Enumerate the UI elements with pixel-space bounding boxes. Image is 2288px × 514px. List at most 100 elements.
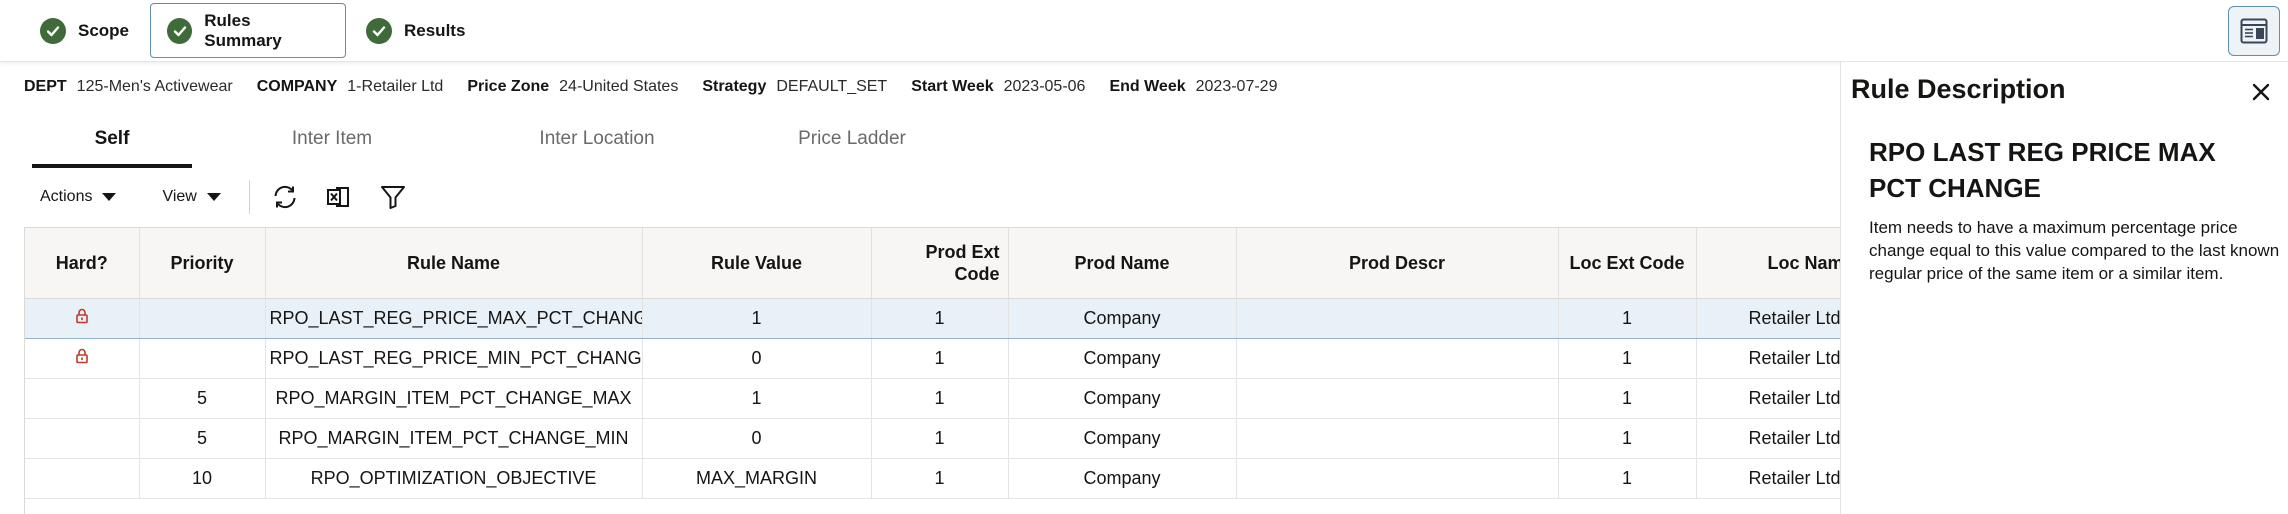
cell-hard <box>25 458 140 499</box>
column-header-priority[interactable]: Priority <box>139 228 266 299</box>
close-icon <box>2252 83 2270 101</box>
cell-prod-name: Company <box>1008 297 1237 339</box>
header-line: Prod Ext <box>925 241 1000 262</box>
strategy-value: DEFAULT_SET <box>776 78 888 95</box>
cell-rule-value: 0 <box>642 418 872 459</box>
cell-prod-descr <box>1236 378 1559 419</box>
cell-hard <box>25 378 140 419</box>
end-week-label: End Week <box>1109 78 1186 95</box>
train-step-scope[interactable]: Scope <box>24 3 145 58</box>
train-step-rules-summary[interactable]: Rules Summary <box>150 3 346 58</box>
cell-prod-descr <box>1236 338 1559 379</box>
cell-priority <box>139 338 266 379</box>
cell-loc-ext-code: 1 <box>1558 297 1697 339</box>
cell-hard <box>25 418 140 459</box>
cell-prod-ext-code: 1 <box>871 297 1009 339</box>
cell-prod-name: Company <box>1008 418 1237 459</box>
cell-hard <box>25 338 140 379</box>
cell-prod-ext-code: 1 <box>871 458 1009 499</box>
table-toolbar: Actions View <box>24 176 426 218</box>
cell-prod-name: Company <box>1008 458 1237 499</box>
table-row[interactable]: RPO_LAST_REG_PRICE_MIN_PCT_CHANGE 0 1 Co… <box>25 338 1840 379</box>
price-zone-label: Price Zone <box>467 78 550 95</box>
cell-priority <box>139 297 266 339</box>
tab-inter-location[interactable]: Inter Location <box>539 128 655 149</box>
export-excel-button[interactable] <box>318 176 360 218</box>
check-icon <box>366 17 392 44</box>
cell-rule-value: 1 <box>642 297 872 339</box>
price-zone-value: 24-United States <box>559 78 679 95</box>
table-row[interactable]: 5 RPO_MARGIN_ITEM_PCT_CHANGE_MAX 1 1 Com… <box>25 378 1840 419</box>
table-row[interactable]: 5 RPO_MARGIN_ITEM_PCT_CHANGE_MIN 0 1 Com… <box>25 418 1840 459</box>
check-icon <box>167 17 193 44</box>
process-train: Scope Rules Summary Results <box>0 0 2288 62</box>
view-label: View <box>162 188 197 205</box>
header-line: Code <box>954 263 1000 284</box>
panel-title: Rule Description <box>1851 74 2066 104</box>
refresh-button[interactable] <box>264 176 306 218</box>
strategy-label: Strategy <box>702 78 767 95</box>
panel-toggle-icon <box>2240 18 2268 44</box>
toolbar-divider <box>248 180 250 214</box>
lock-icon <box>75 308 88 323</box>
column-header-rule-value[interactable]: Rule Value <box>642 228 872 299</box>
cell-prod-name: Company <box>1008 338 1237 379</box>
filter-icon <box>380 186 405 209</box>
cell-rule-value: 1 <box>642 378 872 419</box>
train-step-results[interactable]: Results <box>350 3 481 58</box>
cell-hard <box>25 297 140 339</box>
cell-loc-ext-code: 1 <box>1558 338 1697 379</box>
panel-toggle-button[interactable] <box>2228 6 2280 56</box>
train-step-label: Rules Summary <box>204 10 282 50</box>
start-week-label: Start Week <box>911 78 994 95</box>
cell-priority: 5 <box>139 378 266 419</box>
column-header-prod-descr[interactable]: Prod Descr <box>1236 228 1559 299</box>
cell-rule-name: RPO_MARGIN_ITEM_PCT_CHANGE_MIN <box>265 418 643 459</box>
actions-menu-button[interactable]: Actions <box>24 182 132 212</box>
train-step-label: Results <box>404 20 466 40</box>
dept-label: DEPT <box>24 78 67 95</box>
cell-loc-name: Retailer Ltd <box>1696 418 1840 459</box>
tab-inter-item[interactable]: Inter Item <box>291 128 373 149</box>
table-row[interactable]: RPO_LAST_REG_PRICE_MAX_PCT_CHANGE 1 1 Co… <box>25 297 1840 339</box>
column-header-prod-ext-code[interactable]: Prod Ext Code <box>871 228 1009 299</box>
lock-icon <box>75 348 88 363</box>
table-header-row: Hard? Priority Rule Name Rule Value Prod… <box>25 228 1840 299</box>
cell-rule-name: RPO_LAST_REG_PRICE_MIN_PCT_CHANGE <box>265 338 643 379</box>
cell-rule-value: 0 <box>642 338 872 379</box>
start-week-value: 2023-05-06 <box>1003 78 1086 95</box>
cell-prod-ext-code: 1 <box>871 338 1009 379</box>
table-row[interactable]: 10 RPO_OPTIMIZATION_OBJECTIVE MAX_MARGIN… <box>25 458 1840 499</box>
cell-rule-name: RPO_OPTIMIZATION_OBJECTIVE <box>265 458 643 499</box>
rule-description-text: Item needs to have a maximum percentage … <box>1869 218 2280 283</box>
cell-loc-name: Retailer Ltd <box>1696 458 1840 499</box>
company-label: COMPANY <box>256 78 338 95</box>
cell-prod-ext-code: 1 <box>871 418 1009 459</box>
cell-prod-name: Company <box>1008 378 1237 419</box>
view-menu-button[interactable]: View <box>146 182 236 212</box>
train-step-label: Scope <box>78 20 130 40</box>
column-header-loc-name[interactable]: Loc Name <box>1696 228 1840 299</box>
actions-label: Actions <box>40 188 93 205</box>
tab-price-ladder[interactable]: Price Ladder <box>798 128 906 149</box>
column-header-loc-ext-code[interactable]: Loc Ext Code <box>1558 228 1697 299</box>
cell-priority: 10 <box>139 458 266 499</box>
rules-table: Hard? Priority Rule Name Rule Value Prod… <box>24 227 1840 514</box>
refresh-icon <box>274 185 296 209</box>
filter-button[interactable] <box>372 176 414 218</box>
column-header-prod-name[interactable]: Prod Name <box>1008 228 1237 299</box>
caret-down-icon <box>102 193 117 201</box>
cell-prod-descr <box>1236 418 1559 459</box>
tab-self[interactable]: Self <box>32 118 192 168</box>
cell-prod-ext-code: 1 <box>871 378 1009 419</box>
cell-rule-value: MAX_MARGIN <box>642 458 872 499</box>
cell-loc-ext-code: 1 <box>1558 378 1697 419</box>
cell-loc-ext-code: 1 <box>1558 458 1697 499</box>
export-excel-icon <box>326 187 349 207</box>
cell-prod-descr <box>1236 297 1559 339</box>
column-header-hard[interactable]: Hard? <box>25 228 140 299</box>
cell-rule-name: RPO_MARGIN_ITEM_PCT_CHANGE_MAX <box>265 378 643 419</box>
column-header-rule-name[interactable]: Rule Name <box>265 228 643 299</box>
close-panel-button[interactable] <box>2245 76 2277 108</box>
dept-value: 125-Men's Activewear <box>76 78 233 95</box>
